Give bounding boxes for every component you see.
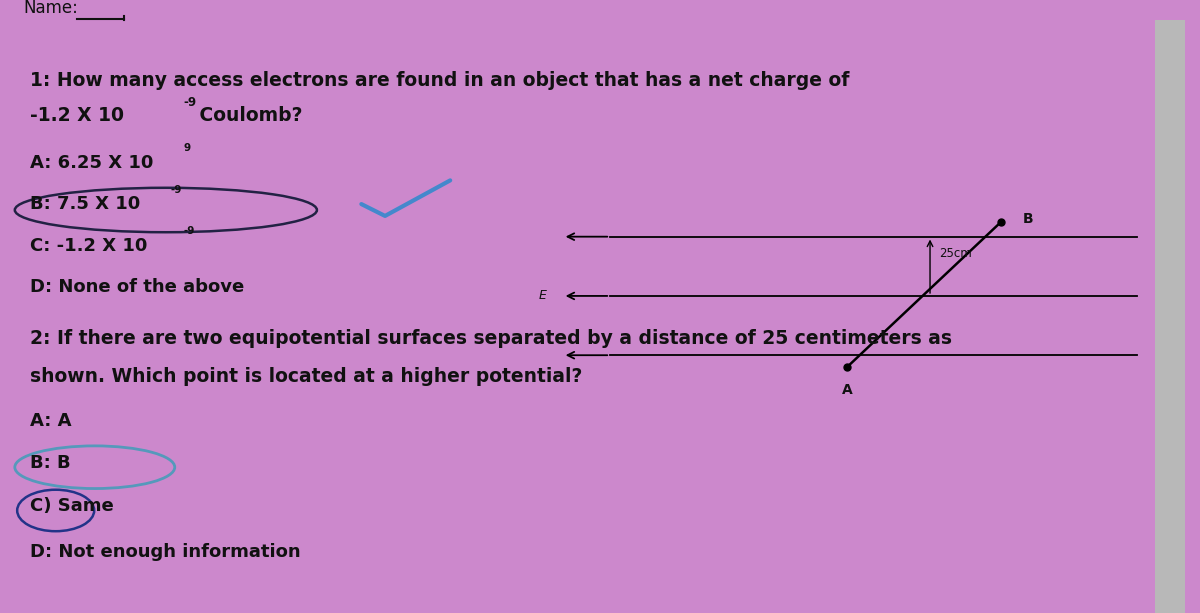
Text: C) Same: C) Same xyxy=(30,497,113,516)
Text: shown. Which point is located at a higher potential?: shown. Which point is located at a highe… xyxy=(30,367,582,386)
Text: B: B xyxy=(1022,212,1033,226)
Text: -9: -9 xyxy=(184,226,194,236)
Text: A: 6.25 X 10: A: 6.25 X 10 xyxy=(30,154,152,172)
Text: B: 7.5 X 10: B: 7.5 X 10 xyxy=(30,195,140,213)
Text: -9: -9 xyxy=(170,185,181,194)
Text: A: A xyxy=(841,383,852,397)
Text: -1.2 X 10: -1.2 X 10 xyxy=(30,106,124,125)
Text: C: -1.2 X 10: C: -1.2 X 10 xyxy=(30,237,146,254)
Text: D: Not enough information: D: Not enough information xyxy=(30,543,300,561)
Text: -9: -9 xyxy=(184,96,197,109)
Text: B: B: B: B xyxy=(30,454,71,472)
Text: Coulomb?: Coulomb? xyxy=(193,106,302,125)
Bar xyxy=(1156,20,1184,613)
Text: 9: 9 xyxy=(184,143,191,153)
Text: 25cm: 25cm xyxy=(940,248,972,261)
Text: E: E xyxy=(539,289,547,302)
Text: 2: If there are two equipotential surfaces separated by a distance of 25 centime: 2: If there are two equipotential surfac… xyxy=(30,329,952,348)
Text: 1: How many access electrons are found in an object that has a net charge of: 1: How many access electrons are found i… xyxy=(30,70,848,89)
Text: A: A: A: A xyxy=(30,411,71,430)
Text: D: None of the above: D: None of the above xyxy=(30,278,244,296)
Text: Name:: Name: xyxy=(24,0,78,17)
